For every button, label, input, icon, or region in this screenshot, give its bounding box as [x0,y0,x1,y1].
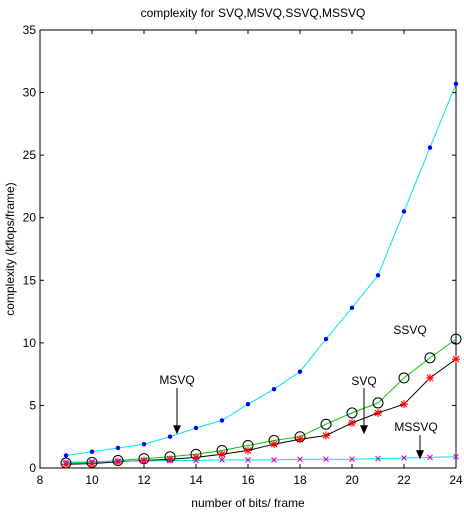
data-point-svq [270,440,278,449]
data-point-svq [452,355,460,364]
data-point-mssvq [167,457,173,464]
data-point-msvq [115,445,121,451]
x-tick-label: 14 [189,473,203,487]
data-point-mssvq [375,455,381,462]
y-tick-label: 20 [23,211,37,225]
data-point-msvq [141,442,147,447]
data-point-mssvq [141,458,147,464]
data-point-ssvq [450,333,462,345]
x-tick-label: 22 [397,473,411,487]
data-point-mssvq [245,457,251,463]
data-point-msvq [245,401,251,407]
data-point-mssvq [297,456,303,463]
data-point-svq [218,450,226,459]
data-point-svq [322,431,330,440]
annotation-mssvq-arrow [416,435,424,460]
x-tick-label: 20 [345,473,359,487]
data-point-mssvq [89,458,95,465]
data-point-ssvq [424,352,436,364]
data-point-msvq [349,305,355,311]
y-tick-label: 0 [29,461,36,475]
data-point-mssvq [63,459,69,466]
data-point-ssvq [398,372,410,384]
data-point-msvq [427,145,433,150]
y-tick-label: 5 [29,398,36,412]
data-point-mssvq [115,458,121,464]
data-point-msvq [89,449,95,454]
data-point-mssvq [401,455,407,461]
data-point-msvq [167,434,173,439]
data-point-ssvq [372,397,384,409]
x-tick-label: 24 [449,473,463,487]
data-point-svq [348,418,356,427]
data-point-mssvq [271,457,277,463]
data-point-svq [374,408,382,417]
annotation-mssvq-label: MSSVQ [394,420,437,434]
data-point-mssvq [193,457,199,464]
data-point-msvq [63,453,69,458]
annotation-ssvq-label: SSVQ [393,323,426,337]
x-axis-title: number of bits/ frame [191,496,305,510]
data-point-msvq [193,425,199,431]
data-point-mssvq [323,456,329,463]
data-point-svq [166,455,174,464]
data-point-msvq [453,81,459,87]
data-point-svq [62,460,70,469]
series-lines [65,83,457,465]
data-point-mssvq [427,454,433,461]
data-point-msvq [297,369,303,374]
data-point-msvq [323,336,329,342]
y-axis-title: complexity (kflops/frame) [3,182,17,315]
data-point-svq [296,435,304,444]
x-tick-label: 18 [293,473,307,487]
series-line-mssvq [65,456,457,463]
series-markers [60,81,462,469]
data-point-msvq [375,273,381,278]
data-point-svq [400,400,408,409]
y-tick-label: 10 [23,336,37,350]
x-tick-label: 16 [241,473,255,487]
data-point-svq [426,373,434,382]
x-tick-label: 12 [137,473,151,487]
data-point-mssvq [453,453,459,460]
data-point-svq [88,459,96,468]
annotation-msvq-label: MSVQ [159,373,194,387]
data-point-msvq [401,209,407,214]
x-tick-label: 10 [85,473,99,487]
annotation-msvq-arrow [173,388,181,435]
axis-ticks: 8 10 12 14 16 18 20 22 24 0 5 10 15 20 25 30 35 [23,23,463,487]
data-point-msvq [271,386,277,392]
data-point-ssvq [320,418,332,430]
y-tick-label: 35 [23,23,37,37]
annotation-svq-arrow [360,388,368,435]
data-point-ssvq [346,407,358,419]
series-line-msvq [65,83,457,456]
data-point-mssvq [219,457,225,463]
chart-title: complexity for SVQ,MSVQ,SSVQ,MSSVQ [141,6,366,20]
data-point-msvq [219,418,225,423]
data-point-svq [244,446,252,455]
annotation-svq-label: SVQ [351,374,376,388]
y-tick-label: 15 [23,273,37,287]
annotations: MSVQ SVQ SSVQ MSSVQ [159,323,438,460]
series-line-ssvq [65,338,457,464]
y-tick-label: 25 [23,148,37,162]
x-tick-label: 8 [37,473,44,487]
data-point-mssvq [349,456,355,463]
y-tick-label: 30 [23,86,37,100]
